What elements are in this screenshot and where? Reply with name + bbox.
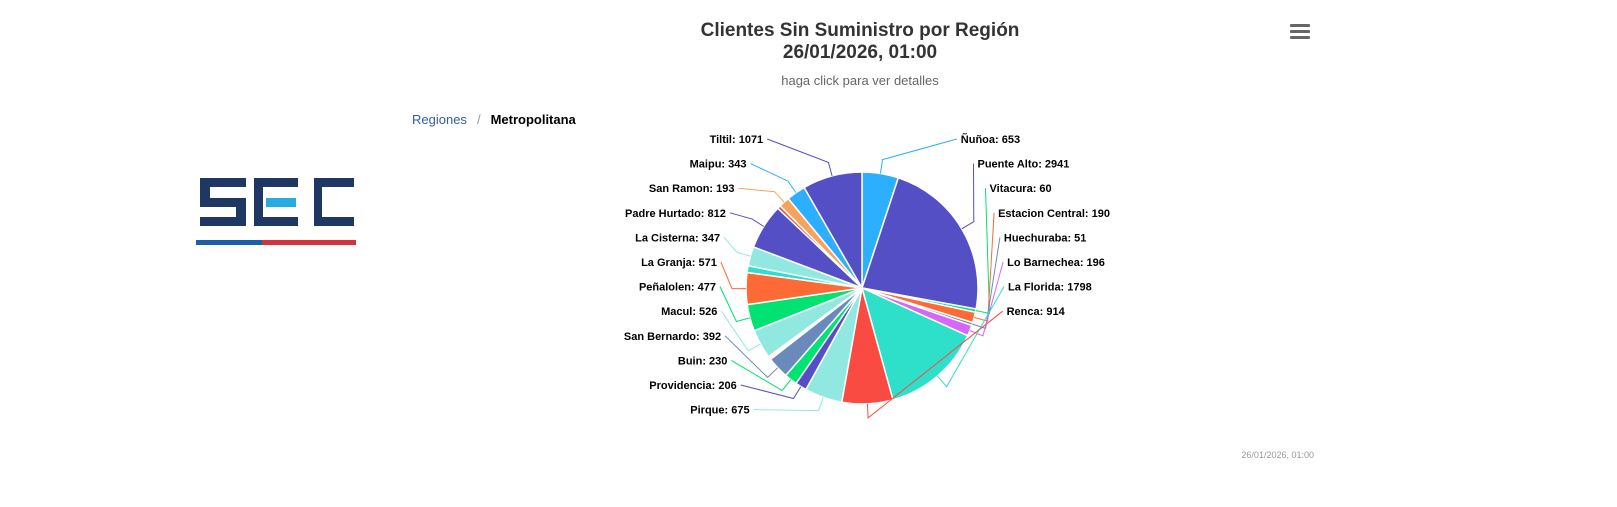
label-connector: [879, 138, 957, 174]
logo-underline-blue: [196, 240, 262, 245]
label-connector: [937, 286, 1005, 388]
chart-title: Clientes Sin Suministro por Región 26/01…: [560, 20, 1160, 64]
slice-label[interactable]: Ñuñoa: 653: [961, 133, 1020, 146]
label-connector: [969, 261, 1004, 337]
breadcrumb-separator: /: [476, 112, 481, 127]
slice-label[interactable]: Buin: 230: [678, 355, 728, 367]
label-connector: [719, 286, 751, 323]
slice-label[interactable]: Pirque: 675: [690, 405, 749, 417]
chart-title-line2: 26/01/2026, 01:00: [782, 42, 938, 63]
label-connector: [961, 163, 975, 230]
slice-label[interactable]: Vitacura: 60: [990, 183, 1052, 195]
label-connector: [731, 359, 792, 392]
label-connector: [729, 212, 764, 227]
chart-timestamp: 26/01/2026, 01:00: [1241, 450, 1314, 460]
label-connector: [720, 261, 746, 290]
pie-slice-tiltil[interactable]: [803, 171, 863, 291]
label-connector: [767, 138, 833, 177]
logo-underline-red: [262, 240, 356, 245]
breadcrumb: Regiones / Metropolitana: [412, 112, 576, 127]
label-connector: [738, 187, 785, 203]
slice-label[interactable]: Peñalolen: 477: [639, 282, 716, 294]
label-connector: [740, 384, 802, 400]
slice-label[interactable]: Puente Alto: 2941: [978, 159, 1070, 171]
slice-label[interactable]: Maipu: 343: [690, 159, 747, 171]
pie-slice-puente-alto[interactable]: [861, 176, 979, 310]
slice-label[interactable]: La Granja: 571: [641, 257, 717, 269]
label-connector: [750, 163, 797, 193]
slice-labels: Ñuñoa: 653 Puente Alto: 2941 Vitacura: 60 E…: [624, 133, 1110, 417]
breadcrumb-current: Metropolitana: [490, 112, 576, 127]
label-connector: [974, 212, 995, 322]
chart-subtitle: haga click para ver detalles: [781, 73, 939, 88]
logo-letter-e-middle: [266, 198, 296, 207]
slice-label[interactable]: Macul: 526: [661, 306, 717, 318]
slice-label[interactable]: Padre Hurtado: 812: [625, 208, 726, 220]
slice-label[interactable]: Huechuraba: 51: [1004, 232, 1087, 244]
label-connector: [720, 310, 761, 352]
slice-label[interactable]: San Bernardo: 392: [624, 331, 721, 343]
breadcrumb-regiones-link[interactable]: Regiones: [412, 112, 467, 127]
label-connector: [867, 310, 1003, 419]
slice-label[interactable]: Providencia: 206: [649, 380, 736, 392]
slice-label[interactable]: Renca: 914: [1007, 306, 1066, 318]
label-connector: [724, 335, 779, 379]
logo-letter-e-bottom: [254, 217, 298, 226]
label-connector: [723, 237, 751, 257]
logo-letter-e-top: [254, 178, 298, 187]
label-connector: [972, 237, 1001, 330]
pie-slices: [745, 171, 979, 405]
slice-label[interactable]: Estacion Central: 190: [998, 208, 1110, 220]
slice-label[interactable]: La Florida: 1798: [1008, 282, 1092, 294]
hamburger-menu-icon[interactable]: [1290, 24, 1310, 42]
logo-letter-c: [314, 178, 354, 226]
slice-label[interactable]: San Ramon: 193: [649, 183, 735, 195]
slice-label[interactable]: Lo Barnechea: 196: [1007, 257, 1105, 269]
chart-title-line1: Clientes Sin Suministro por Región: [700, 20, 1020, 41]
sec-logo: [196, 178, 356, 245]
slice-label[interactable]: La Cisterna: 347: [635, 232, 720, 244]
slice-label[interactable]: Tiltil: 1071: [710, 134, 764, 146]
label-connector: [753, 397, 824, 412]
label-connectors: [719, 138, 1005, 419]
logo-letter-s: [200, 178, 246, 226]
